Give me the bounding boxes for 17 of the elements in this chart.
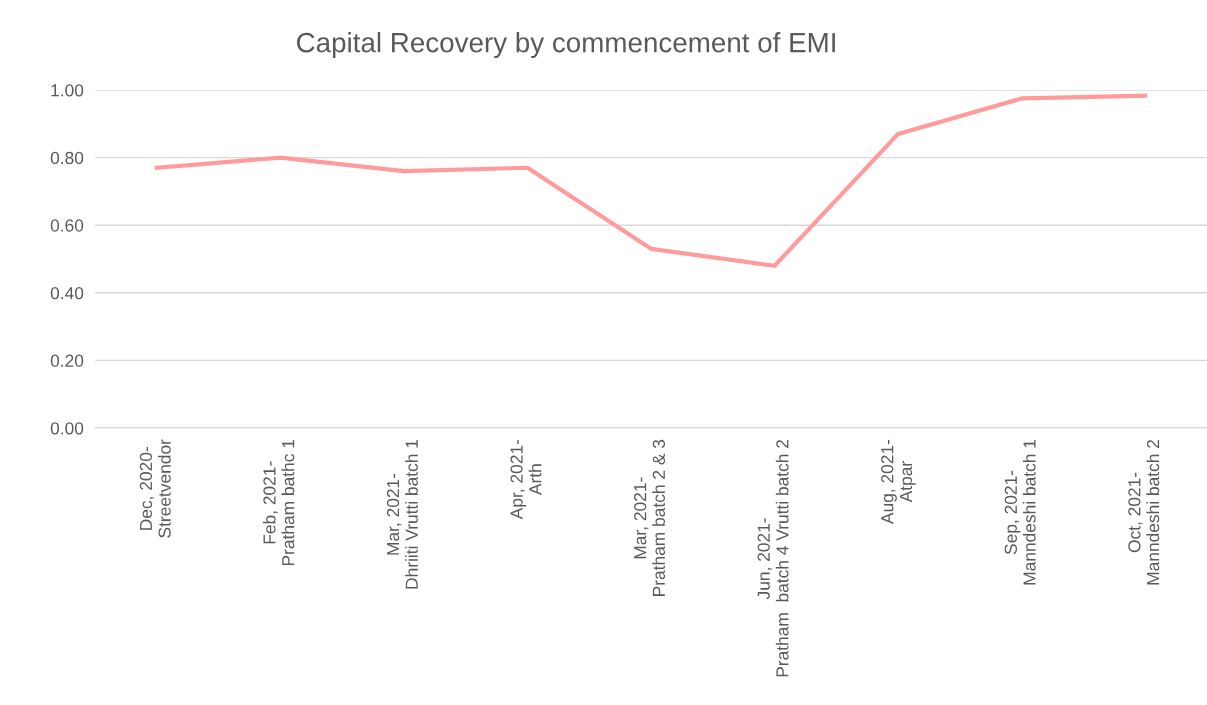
x-tick-label: Oct, 2021- Manndeshi batch 2 <box>1128 439 1160 585</box>
y-tick-label: 0.20 <box>50 354 84 367</box>
x-tick-label: Mar, 2021- Pratham batch 2 & 3 <box>634 439 666 596</box>
x-tick-label: Dec, 2020- Streetvendor <box>139 439 171 538</box>
y-tick-label: 0.80 <box>50 151 84 165</box>
x-tick-label: Apr, 2021- Arth <box>510 439 542 520</box>
chart-title: Capital Recovery by commencement of EMI <box>297 32 835 58</box>
x-tick-label: Aug, 2021- Atpar <box>881 439 916 525</box>
x-tick-label: Jun, 2021- Pratham batch 4 Vrutti batch 2 <box>757 439 789 677</box>
x-tick-label: Mar, 2021- Dhriiti Vrutti batch 1 <box>386 439 418 589</box>
line-series <box>154 93 1148 268</box>
y-tick-label: 0.40 <box>50 286 84 300</box>
y-tick-label: 1.00 <box>51 84 84 97</box>
y-tick-label: 0.60 <box>50 219 84 232</box>
y-tick-label: 0.00 <box>50 422 84 435</box>
x-tick-label: Feb, 2021- Pratham bathc 1 <box>262 439 295 566</box>
x-tick-label: Sep, 2021- Manndeshi batch 1 <box>1004 439 1036 585</box>
